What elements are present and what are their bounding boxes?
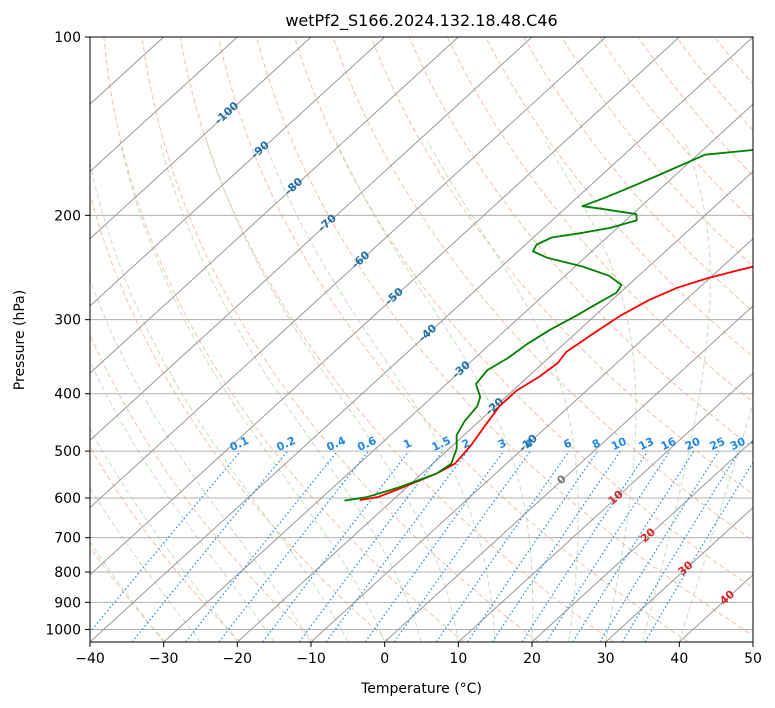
mixing-ratio-line <box>491 450 621 642</box>
mixing-ratio-line <box>90 450 242 633</box>
x-tick-label: 20 <box>523 651 541 667</box>
x-axis-label: Temperature (°C) <box>360 681 482 697</box>
dry-adiabat-line <box>523 37 753 313</box>
dry-adiabat-line <box>217 37 689 642</box>
dry-adiabat-line <box>90 445 241 642</box>
dry-adiabat-line <box>141 37 540 642</box>
mixing-ratio-label: 25 <box>708 435 727 453</box>
skewed-isotherms <box>90 37 753 642</box>
dry-adiabat-line <box>446 37 753 403</box>
mixing-ratio-label: 20 <box>683 435 703 453</box>
isotherm-line <box>90 37 680 576</box>
x-tick-label: 30 <box>597 651 615 667</box>
mixing-ratio-label: 13 <box>637 435 656 453</box>
y-tick-label: 1000 <box>45 622 81 638</box>
y-tick-label: 900 <box>54 595 81 611</box>
mixing-ratio-line <box>545 450 671 642</box>
x-tick-label: −30 <box>149 651 179 667</box>
isotherm-line <box>236 170 753 642</box>
mixing-ratio-line <box>621 450 740 642</box>
y-axis-ticks: 100 200 300 400 500 600 700 800 900 1000 <box>45 30 90 638</box>
isotherm-line <box>90 37 386 307</box>
isotherm-line <box>90 37 753 642</box>
mixing-ratio-line <box>364 450 505 642</box>
mixing-ratio-line <box>131 450 289 642</box>
x-tick-label: 40 <box>670 651 688 667</box>
y-tick-label: 700 <box>54 531 81 547</box>
dry-adiabat-line <box>294 37 753 589</box>
x-axis-ticks: −40 −30 −20 −10 0 10 20 30 40 50 <box>75 642 762 667</box>
x-tick-label: −40 <box>75 651 105 667</box>
mixing-ratio-line <box>521 450 649 642</box>
dry-adiabat-line <box>179 37 614 642</box>
isotherm-line <box>90 37 238 173</box>
mixing-ratio-label: 30 <box>728 435 748 453</box>
isotherm-line <box>310 237 753 642</box>
plot-frame <box>89 36 754 643</box>
mixing-ratio-lines <box>90 450 753 642</box>
mixing-ratio-line <box>466 450 599 642</box>
x-tick-label: 10 <box>449 651 467 667</box>
isotherm-line <box>90 37 607 509</box>
isotherm-line <box>457 372 753 642</box>
isotherm-line <box>90 37 533 442</box>
x-tick-label: −10 <box>296 651 326 667</box>
y-tick-label: 300 <box>54 313 81 329</box>
dry-adiabat-line <box>370 37 753 495</box>
isotherm-line <box>163 103 753 642</box>
y-tick-label: 800 <box>54 565 81 581</box>
mixing-ratio-line <box>185 450 339 642</box>
mixing-ratio-line <box>325 450 468 642</box>
temperature-line <box>359 265 753 501</box>
mixing-ratio-line <box>435 450 570 642</box>
dry-adiabat-line <box>90 333 316 642</box>
y-tick-label: 500 <box>54 444 81 460</box>
isotherm-line <box>531 439 753 642</box>
mixing-ratio-line <box>262 450 410 642</box>
isotherm-line <box>605 506 753 642</box>
chart-title: wetPf2_S166.2024.132.18.48.C46 <box>285 11 557 31</box>
mixing-ratio-label: 10 <box>609 435 629 453</box>
mixing-ratio-line <box>572 450 695 642</box>
y-tick-label: 100 <box>54 30 81 46</box>
isotherm-line <box>90 37 312 240</box>
x-tick-label: 50 <box>744 651 762 667</box>
mixing-ratio-line <box>298 450 444 642</box>
y-tick-label: 600 <box>54 491 81 507</box>
y-tick-label: 200 <box>54 208 81 224</box>
mixing-ratio-line <box>393 450 531 642</box>
y-axis-label: Pressure (hPa) <box>12 290 28 390</box>
isotherm-line <box>384 305 753 642</box>
dewpoint-line <box>344 149 753 502</box>
mixing-ratio-label: 16 <box>659 435 679 453</box>
profile-series <box>344 149 753 502</box>
dry-adiabat-line <box>103 37 465 642</box>
y-tick-label: 400 <box>54 387 81 403</box>
x-tick-label: −20 <box>223 651 253 667</box>
x-tick-label: 0 <box>380 651 389 667</box>
isotherm-line <box>90 37 459 374</box>
mixing-ratio-label: 36 <box>749 435 769 453</box>
